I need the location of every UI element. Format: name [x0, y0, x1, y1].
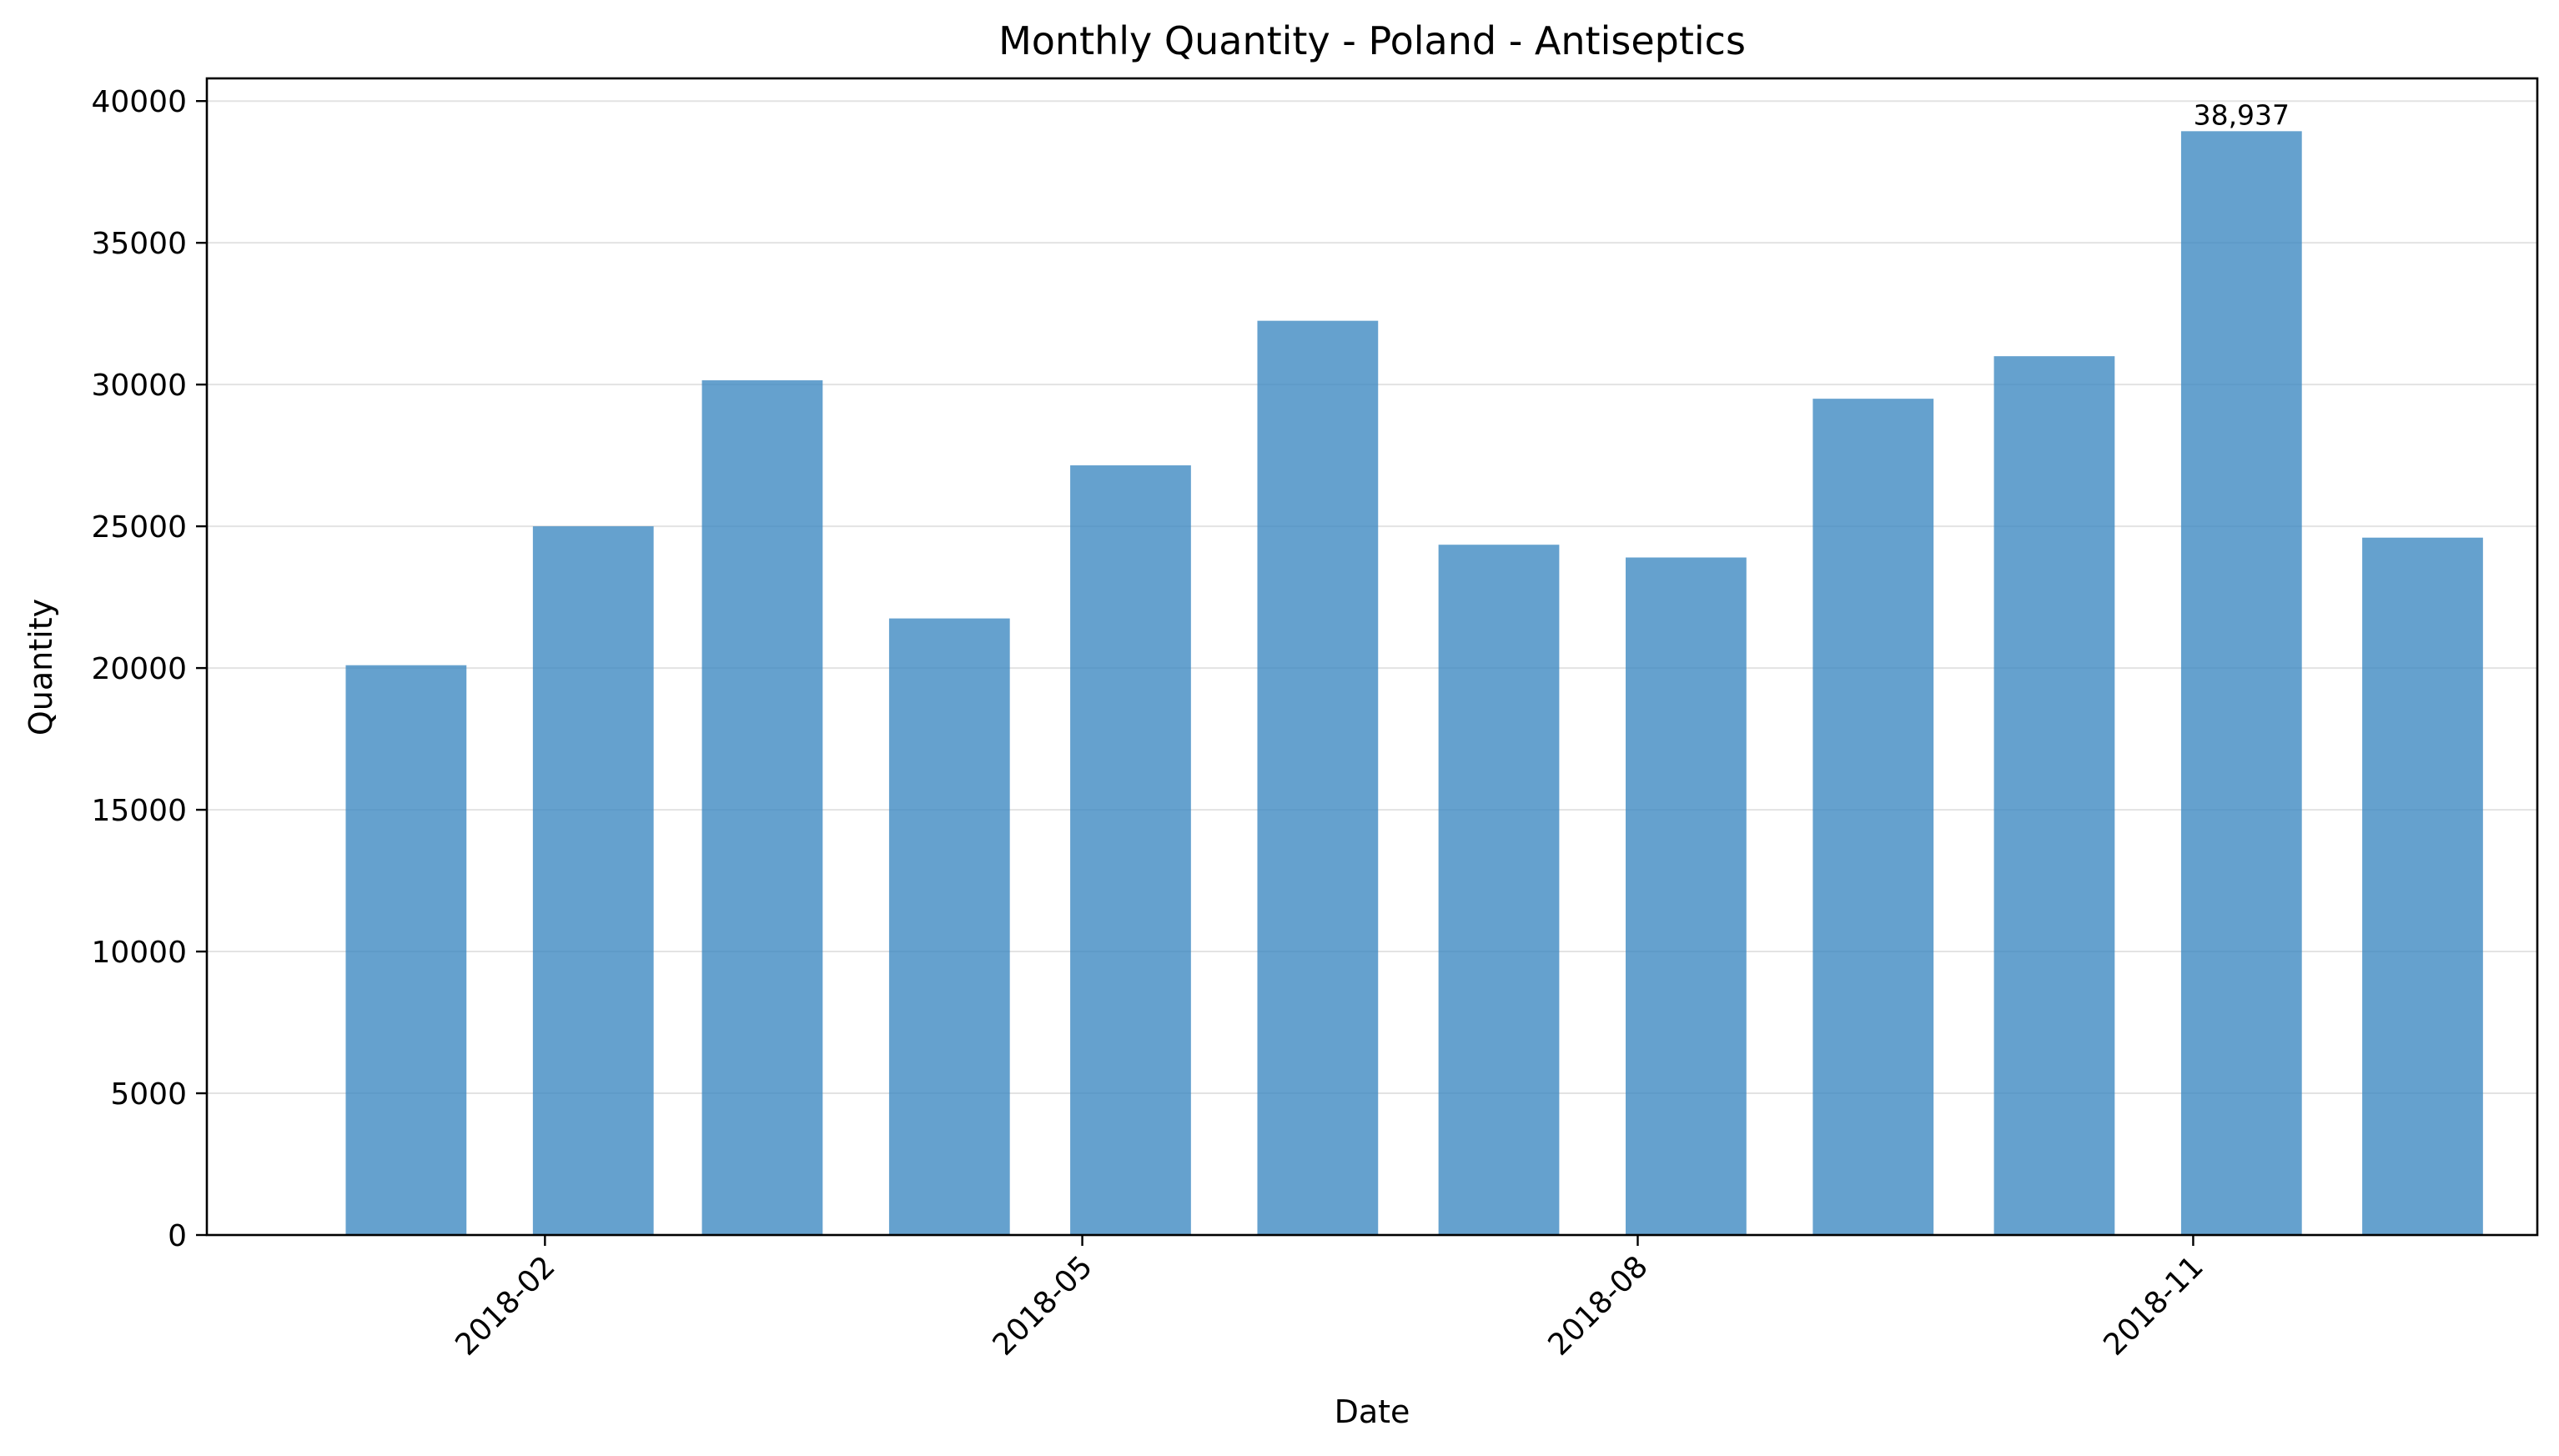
y-tick-label: 40000 [91, 85, 187, 119]
annotations: 38,937 [2194, 98, 2290, 131]
y-tick-label: 20000 [91, 652, 187, 686]
x-axis-label: Date [1335, 1393, 1410, 1430]
max-value-label: 38,937 [2194, 98, 2290, 131]
bar [1257, 320, 1379, 1235]
bar [888, 618, 1010, 1235]
bar [1438, 545, 1560, 1235]
bar [345, 665, 467, 1235]
bar [2180, 131, 2302, 1235]
bar [1626, 557, 1747, 1235]
y-tick-label: 5000 [110, 1077, 187, 1112]
y-tick-label: 35000 [91, 227, 187, 261]
bar [1812, 399, 1934, 1235]
plot-frame [205, 77, 2539, 1237]
y-tick-label: 10000 [91, 936, 187, 970]
y-axis-label: Quantity [23, 599, 59, 736]
bars [345, 131, 2483, 1235]
bar [701, 380, 823, 1235]
bar [2362, 537, 2483, 1235]
y-tick-label: 0 [168, 1219, 187, 1253]
y-tick-label: 30000 [91, 369, 187, 403]
bar [1070, 465, 1191, 1235]
y-tick-label: 25000 [91, 510, 187, 545]
bar [532, 526, 654, 1235]
chart-title: Monthly Quantity - Poland - Antiseptics [998, 18, 1746, 63]
y-tick-label: 15000 [91, 794, 187, 828]
y-axis: 0 5000 10000 15000 20000 25000 30000 35000 40000 [91, 85, 207, 1253]
bar [1993, 356, 2115, 1235]
